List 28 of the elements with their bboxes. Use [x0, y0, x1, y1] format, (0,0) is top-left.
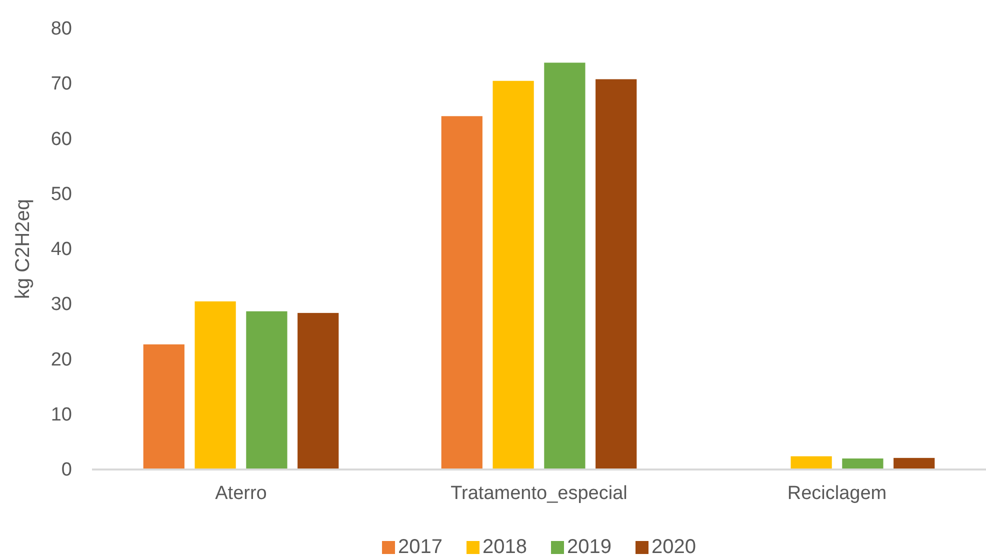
- legend-label: 2019: [567, 536, 612, 558]
- bar: [143, 344, 184, 470]
- bar: [246, 311, 288, 470]
- legend-label: 2018: [482, 536, 527, 558]
- y-tick-label: 10: [50, 404, 72, 426]
- bar: [298, 312, 339, 470]
- bar: [194, 301, 236, 470]
- y-tick-label: 40: [50, 239, 72, 260]
- x-tick-label: Tratamento_especial: [450, 482, 628, 504]
- y-tick-label: 60: [50, 128, 72, 150]
- bar: [790, 456, 832, 470]
- y-axis-title: kg C2H2eq: [12, 198, 34, 300]
- bar: [842, 458, 884, 470]
- bar: [441, 116, 482, 470]
- bar: [894, 458, 935, 470]
- legend-label: 2017: [398, 536, 442, 558]
- y-tick-label: 30: [50, 294, 72, 316]
- y-tick-label: 20: [50, 349, 72, 370]
- y-tick-label: 0: [61, 460, 72, 481]
- bar: [544, 62, 586, 470]
- legend-label: 2020: [652, 536, 696, 558]
- bar: [492, 80, 534, 470]
- y-tick-label: 80: [50, 18, 72, 40]
- x-tick-label: Reciclagem: [787, 482, 887, 504]
- y-tick-label: 50: [50, 184, 72, 205]
- x-tick-label: Aterro: [215, 482, 267, 504]
- bar: [596, 79, 637, 470]
- y-tick-label: 70: [50, 74, 72, 95]
